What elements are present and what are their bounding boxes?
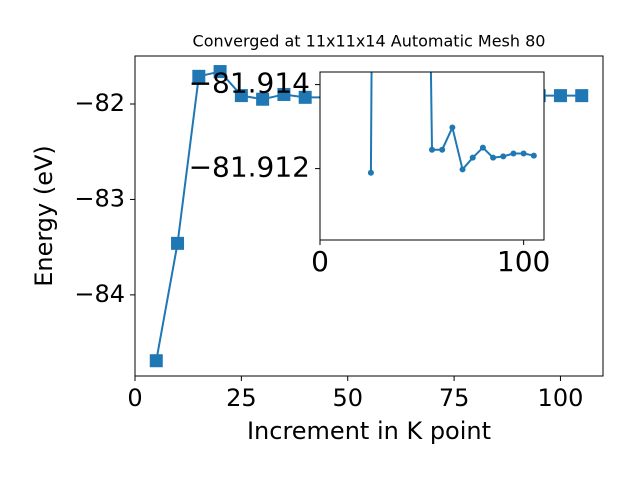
marker bbox=[459, 166, 466, 173]
marker bbox=[520, 150, 527, 157]
marker bbox=[500, 153, 507, 160]
marker bbox=[490, 154, 497, 161]
x-tick-label: 50 bbox=[332, 384, 363, 412]
marker bbox=[192, 69, 206, 83]
marker bbox=[530, 152, 537, 159]
x-tick-label: 100 bbox=[538, 384, 584, 412]
marker bbox=[234, 89, 248, 103]
x-tick-label: 25 bbox=[226, 384, 257, 412]
x-tick-label: 0 bbox=[127, 384, 142, 412]
marker bbox=[449, 124, 456, 131]
marker bbox=[277, 87, 291, 101]
x-axis-label: Increment in K point bbox=[247, 417, 491, 445]
marker bbox=[213, 65, 227, 79]
y-tick-label: −84 bbox=[74, 280, 125, 308]
x-tick-label: 0 bbox=[311, 245, 329, 278]
marker bbox=[171, 236, 185, 250]
plot-area bbox=[367, 72, 537, 176]
marker bbox=[553, 89, 567, 103]
x-tick-label: 75 bbox=[439, 384, 470, 412]
y-tick-label: −82 bbox=[74, 89, 125, 117]
marker bbox=[575, 89, 589, 103]
y-tick-label: −83 bbox=[74, 184, 125, 212]
marker bbox=[256, 92, 270, 106]
marker bbox=[439, 146, 446, 153]
marker bbox=[298, 90, 312, 104]
axes-frame bbox=[134, 55, 604, 377]
marker bbox=[510, 150, 517, 157]
y-tick-label: −81.914 bbox=[189, 67, 310, 100]
y-tick-label: −81.912 bbox=[189, 151, 310, 184]
marker bbox=[479, 144, 486, 151]
marker bbox=[149, 354, 163, 368]
axes-frame bbox=[319, 71, 545, 241]
marker bbox=[367, 169, 374, 176]
y-axis-label: Energy (eV) bbox=[30, 145, 58, 287]
x-tick-label: 100 bbox=[497, 245, 550, 278]
chart-title: Converged at 11x11x14 Automatic Mesh 80 bbox=[193, 32, 546, 51]
marker bbox=[429, 146, 435, 153]
marker bbox=[469, 154, 476, 161]
